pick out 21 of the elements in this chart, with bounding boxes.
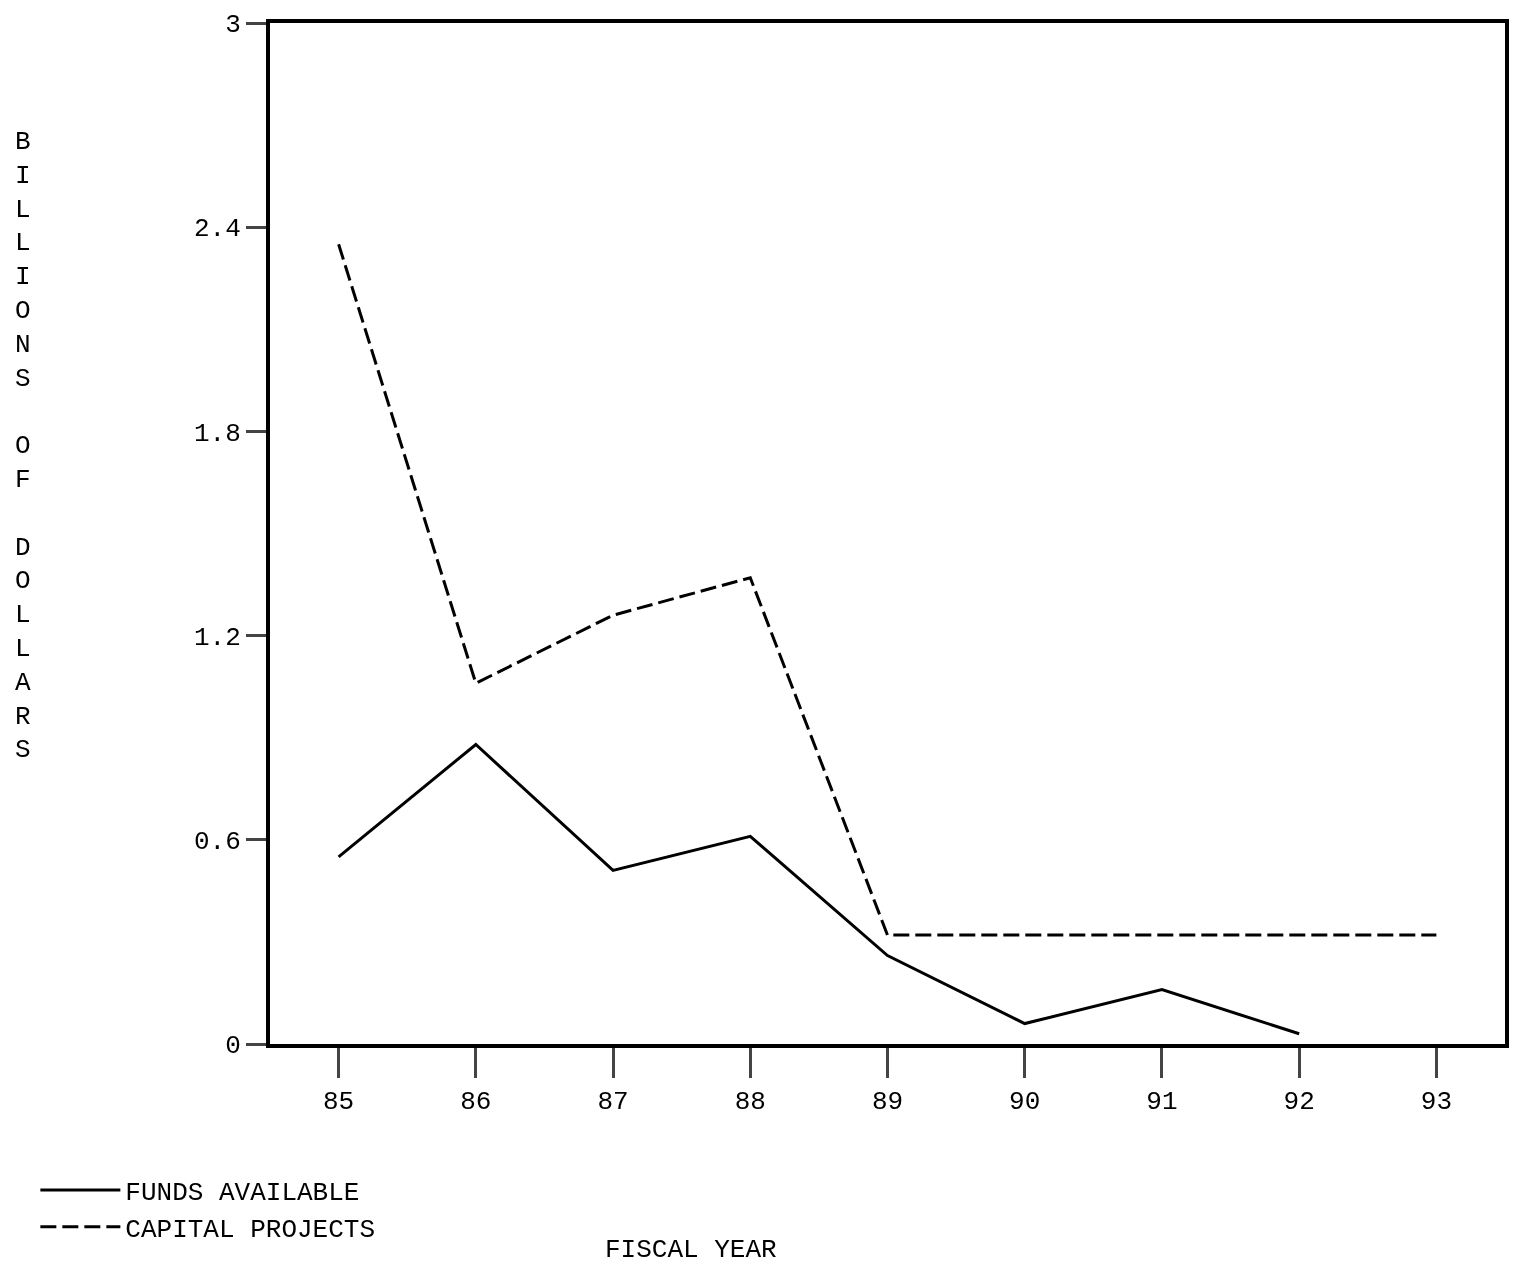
y-tick-label: 0.6 <box>193 826 241 857</box>
x-tick-label: 91 <box>1146 1087 1178 1118</box>
y-tick-label: 3 <box>225 10 241 41</box>
x-tick-label: 87 <box>597 1087 629 1118</box>
y-tick-label: 0 <box>225 1031 241 1062</box>
legend-label: CAPITAL PROJECTS <box>125 1214 375 1245</box>
x-tick-label: 86 <box>460 1087 492 1118</box>
text: BILLIONS OF DOLLARS <box>15 127 31 766</box>
line-series <box>337 242 1438 937</box>
x-tick-label: 93 <box>1420 1087 1452 1118</box>
x-tick-label: 90 <box>1009 1087 1041 1118</box>
text: FISCAL YEAR <box>605 1235 777 1265</box>
x-tick-label: 92 <box>1283 1087 1315 1118</box>
y-tick-label: 1.8 <box>193 418 241 449</box>
y-tick-label: 1.2 <box>193 622 241 653</box>
legend-label: FUNDS AVAILABLE <box>125 1178 360 1209</box>
x-tick-label: 85 <box>323 1087 355 1118</box>
x-tick-label: 88 <box>734 1087 766 1118</box>
x-tick-label: 89 <box>871 1087 904 1118</box>
line-series <box>337 743 1301 1036</box>
y-tick-label: 2.4 <box>193 214 241 245</box>
